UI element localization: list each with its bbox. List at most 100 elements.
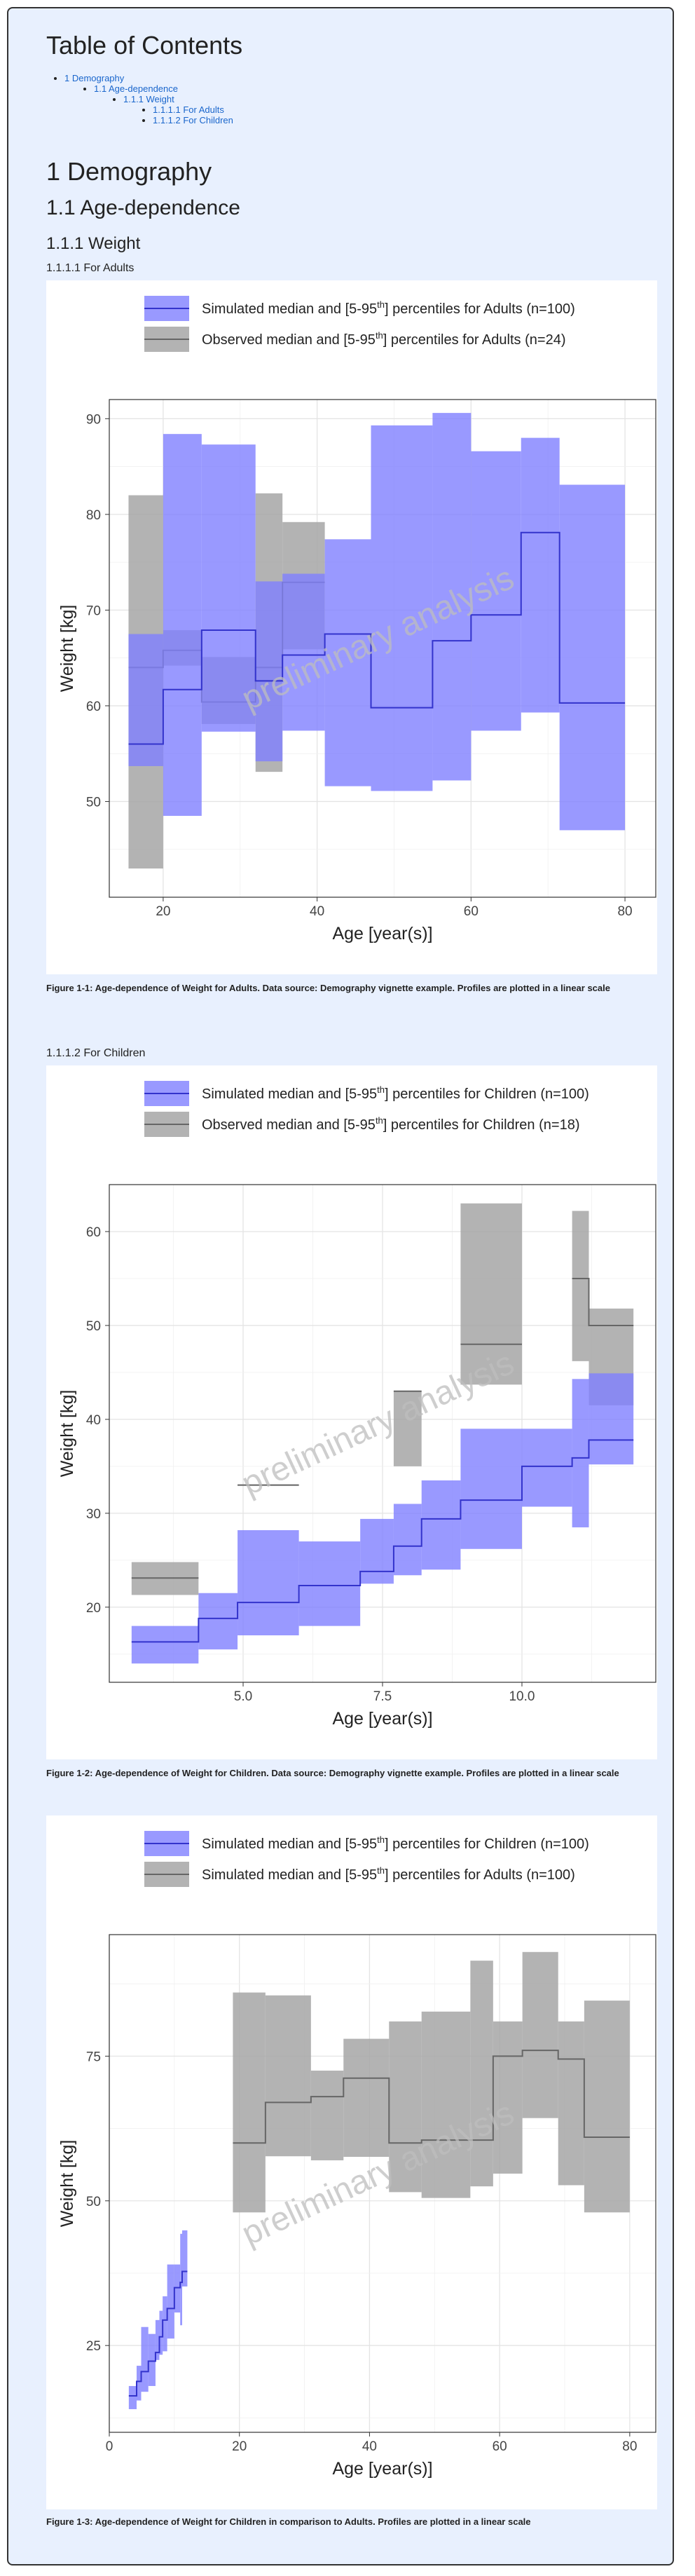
x-tick-label: 20 [232, 2439, 247, 2454]
percentile-band [282, 573, 325, 731]
percentile-band [137, 2366, 142, 2401]
percentile-band [343, 2038, 390, 2158]
y-tick-label: 90 [86, 412, 101, 427]
percentile-band [128, 2385, 137, 2409]
toc-link-for-adults[interactable]: 1.1.1.1 For Adults [153, 104, 224, 115]
x-axis-title: Age [year(s)] [332, 1709, 432, 1729]
toc-link-weight[interactable]: 1.1.1 Weight [123, 94, 174, 104]
heading-for-children: 1.1.1.2 For Children [46, 1047, 146, 1059]
toc-item: 1.1.1.1 For Adults [153, 104, 657, 115]
percentile-band [148, 2333, 156, 2386]
median-line [131, 1277, 634, 1579]
percentile-band [460, 1203, 522, 1385]
percentile-band [198, 1593, 238, 1650]
y-tick-label: 60 [86, 700, 101, 714]
legend-item: Observed median and [5-95th] percentiles… [144, 327, 565, 352]
x-tick-label: 60 [464, 904, 479, 919]
legend-label: Simulated median and [5-95th] percentile… [202, 1834, 589, 1852]
y-tick-label: 25 [86, 2339, 101, 2354]
heading-age-dependence: 1.1 Age-dependence [46, 196, 240, 219]
y-tick-label: 70 [86, 604, 101, 618]
y-axis-title: Weight [kg] [57, 2140, 77, 2228]
y-tick-label: 20 [86, 1601, 101, 1616]
table-of-contents: Table of Contents 1 Demography 1.1 Age-d… [46, 31, 657, 125]
percentile-band [310, 2071, 344, 2160]
heading-for-adults: 1.1.1.1 For Adults [46, 262, 135, 274]
y-axis-title: Weight [kg] [57, 605, 77, 693]
percentile-band [298, 1541, 361, 1626]
x-tick-label: 80 [617, 904, 632, 919]
percentile-band [163, 434, 202, 816]
y-tick-label: 40 [86, 1413, 101, 1428]
legend-item: Simulated median and [5-95th] percentile… [144, 1862, 575, 1887]
percentile-band [360, 1518, 394, 1584]
figure-caption-children-vs-adults: Figure 1-3: Age-dependence of Weight for… [46, 2516, 531, 2527]
axes: 0 20 40 60 80 25 50 75 [86, 2050, 638, 2454]
toc-item: 1.1.1.2 For Children [153, 115, 657, 125]
percentile-band [255, 581, 283, 762]
figure-caption-children: Figure 1-2: Age-dependence of Weight for… [46, 1768, 619, 1778]
legend-item: Simulated median and [5-95th] percentile… [144, 296, 575, 321]
axes: 5.0 7.5 10.0 20 30 40 50 60 [86, 1225, 535, 1704]
median-line [128, 531, 626, 745]
percentile-band [324, 539, 371, 786]
percentile-band [393, 1391, 422, 1466]
toc-link-demography[interactable]: 1 Demography [64, 73, 125, 83]
y-tick-label: 80 [86, 508, 101, 523]
series-simulated [128, 2230, 188, 2409]
percentile-band [559, 484, 626, 831]
y-tick-label: 75 [86, 2050, 101, 2064]
toc-item: 1 Demography 1.1 Age-dependence 1.1.1 We… [64, 73, 657, 125]
percentile-band [182, 2230, 188, 2287]
axes: 20 40 60 80 50 60 70 80 90 [86, 412, 633, 919]
percentile-band [155, 2319, 160, 2360]
percentile-band [265, 1995, 311, 2157]
y-tick-label: 50 [86, 795, 101, 810]
legend-item: Observed median and [5-95th] percentiles… [144, 1112, 579, 1137]
figure-children: Simulated median and [5-95th] percentile… [46, 1065, 657, 1759]
x-tick-label: 7.5 [373, 1689, 392, 1704]
percentile-band [233, 1992, 266, 2213]
percentile-band [141, 2326, 149, 2392]
legend-item: Simulated median and [5-95th] percentile… [144, 1831, 589, 1856]
toc-item: 1.1.1 Weight 1.1.1.1 For Adults 1.1.1.2 … [123, 94, 657, 125]
percentile-band [558, 2021, 584, 2186]
toc-link-age-dependence[interactable]: 1.1 Age-dependence [94, 83, 178, 94]
toc-title: Table of Contents [46, 31, 243, 60]
percentile-band [572, 1211, 589, 1361]
percentile-band [470, 1961, 493, 2187]
report-page: Table of Contents 1 Demography 1.1 Age-d… [7, 7, 674, 2565]
percentile-band [521, 437, 560, 713]
percentile-band [174, 2264, 181, 2313]
percentile-band [131, 1626, 199, 1664]
x-tick-label: 40 [310, 904, 324, 919]
toc-link-for-children[interactable]: 1.1.1.2 For Children [153, 115, 233, 125]
legend-label: Simulated median and [5-95th] percentile… [202, 1865, 575, 1883]
figure-caption-adults: Figure 1-1: Age-dependence of Weight for… [46, 983, 610, 993]
x-tick-label: 0 [106, 2439, 113, 2454]
percentile-band [393, 1504, 422, 1576]
plot-border [109, 1934, 656, 2433]
legend-item: Simulated median and [5-95th] percentile… [144, 1081, 589, 1106]
legend-label: Observed median and [5-95th] percentiles… [202, 1115, 579, 1133]
chart-children: Simulated median and [5-95th] percentile… [57, 1081, 656, 1729]
percentile-band [572, 1379, 589, 1527]
percentile-band [589, 1373, 634, 1465]
x-tick-label: 5.0 [234, 1689, 252, 1704]
percentile-band [167, 2264, 174, 2339]
y-axis-title: Weight [kg] [57, 1390, 77, 1478]
percentile-band [522, 1951, 558, 2118]
y-tick-label: 30 [86, 1507, 101, 1522]
percentile-band [584, 2001, 630, 2213]
x-tick-label: 40 [362, 2439, 377, 2454]
percentile-band [180, 2233, 182, 2326]
percentile-band [159, 2310, 163, 2355]
y-tick-label: 50 [86, 1319, 101, 1334]
legend-label: Simulated median and [5-95th] percentile… [202, 1084, 589, 1102]
percentile-band [238, 1529, 299, 1636]
series-simulated [128, 413, 626, 831]
figure-children-vs-adults: Simulated median and [5-95th] percentile… [46, 1815, 657, 2509]
series-simulated [131, 1373, 634, 1664]
plot-border [109, 399, 656, 898]
percentile-band [128, 634, 163, 766]
